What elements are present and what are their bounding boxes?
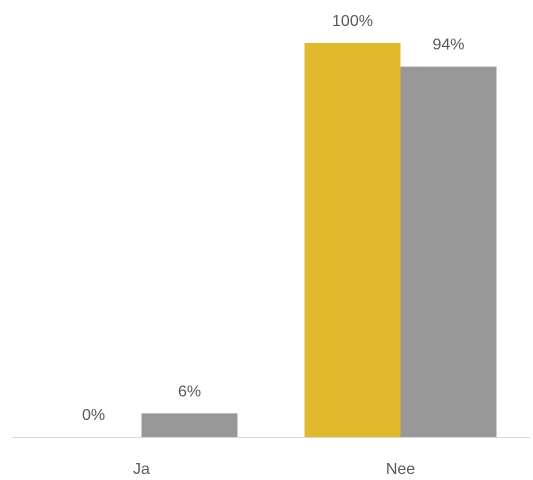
data-label-nee-series-2: 94% [432, 37, 464, 54]
data-label-ja-series-1: 0% [82, 407, 105, 424]
bars-group [141, 43, 497, 437]
x-tick-labels-group: Ja Nee [133, 461, 415, 478]
bar-nee-series-2 [400, 66, 497, 437]
x-tick-label-ja: Ja [133, 461, 150, 478]
bar-nee-series-1 [304, 43, 401, 437]
bar-ja-series-2 [141, 413, 238, 437]
data-label-ja-series-2: 6% [178, 383, 201, 400]
data-label-nee-series-1: 100% [332, 13, 373, 30]
data-labels-group: 0% 6% 100% 94% [82, 13, 465, 424]
x-tick-label-nee: Nee [386, 461, 415, 478]
